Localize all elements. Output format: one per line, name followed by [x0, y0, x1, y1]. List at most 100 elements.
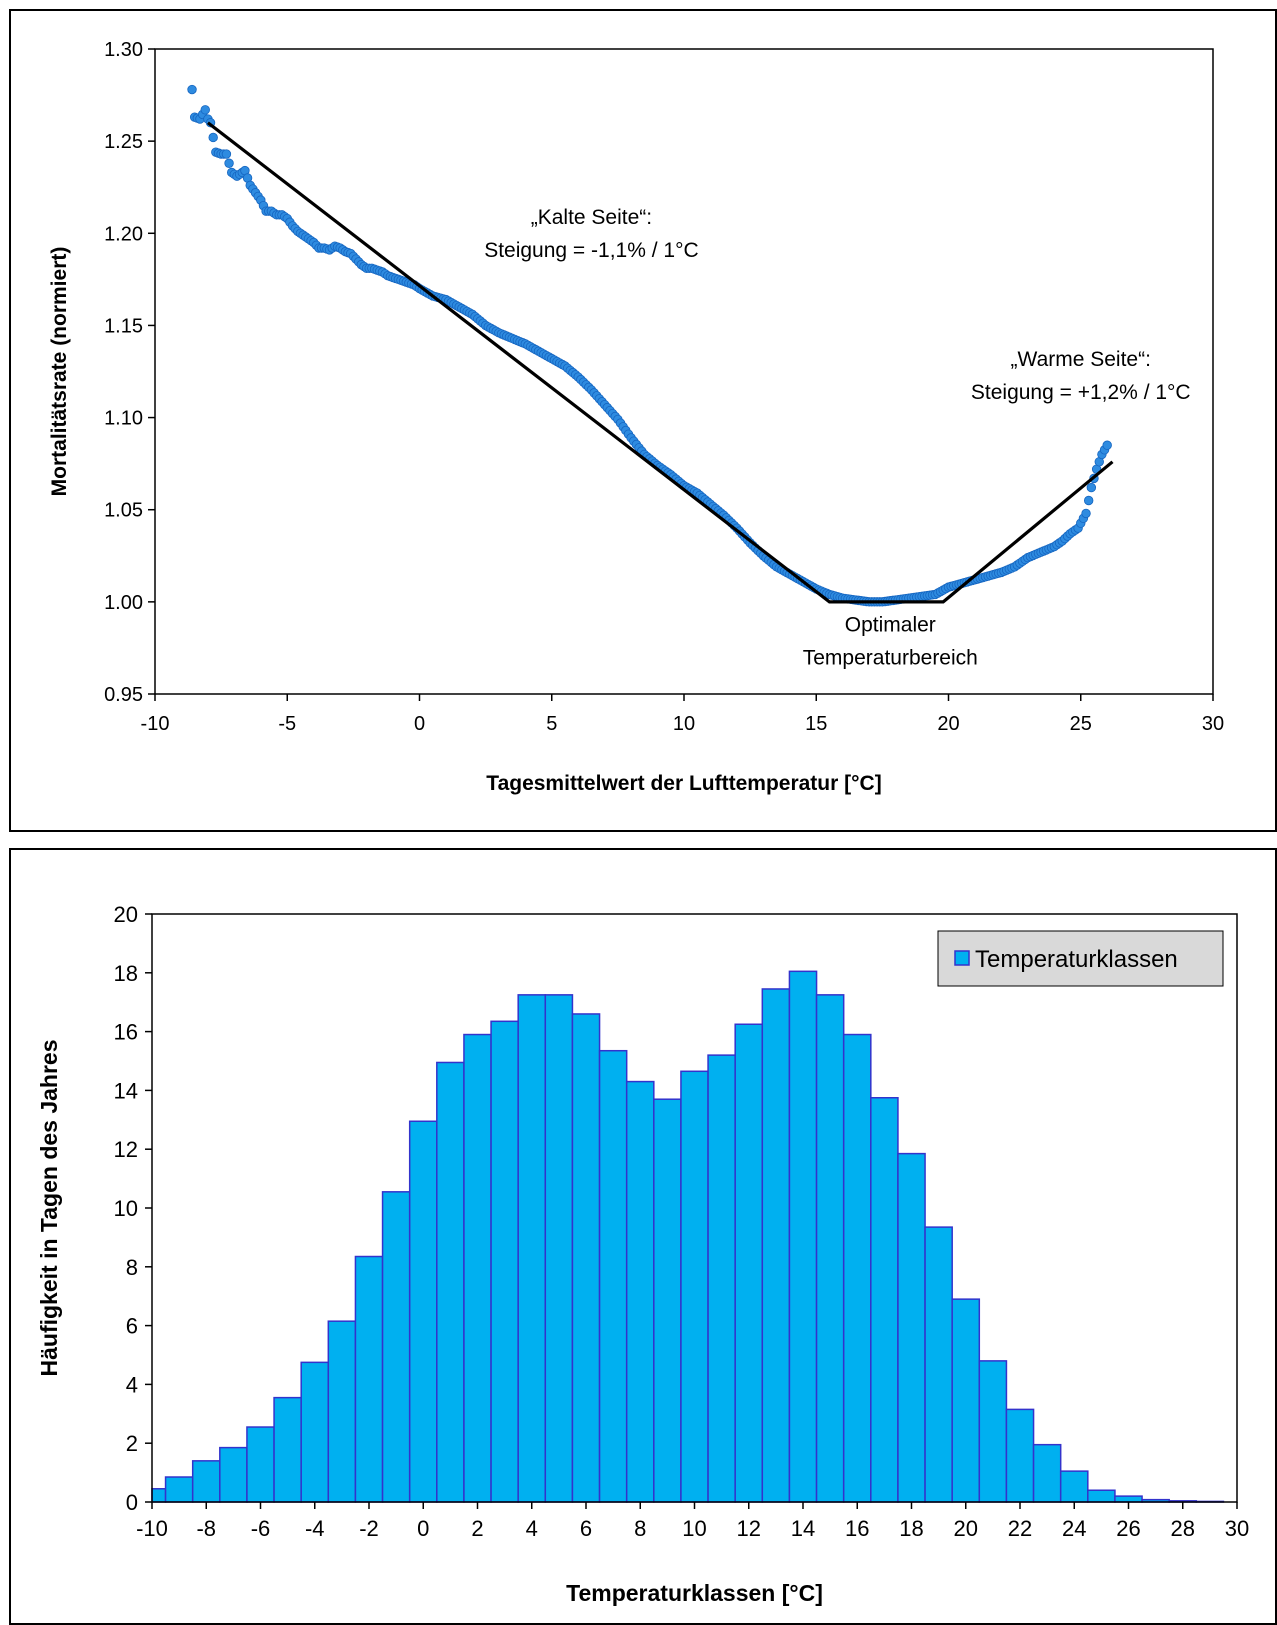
legend-swatch: [954, 950, 970, 966]
y-axis-title: Mortalitätsrate (normiert): [48, 247, 71, 497]
x-tick-label: 30: [1202, 713, 1224, 735]
y-tick-label: 18: [114, 961, 138, 986]
x-tick-label: -2: [359, 1516, 379, 1541]
y-tick-label: 14: [114, 1078, 138, 1103]
x-tick-label: 28: [1171, 1516, 1195, 1541]
y-tick-label: 4: [126, 1372, 138, 1397]
y-tick-label: 1.05: [104, 500, 143, 522]
x-tick-label: 4: [526, 1516, 538, 1541]
x-tick-label: -6: [251, 1516, 271, 1541]
histogram-bar: [1032, 1443, 1062, 1503]
x-tick-label: 2: [471, 1516, 483, 1541]
histogram-bar: [680, 1070, 709, 1503]
y-tick-label: 1.30: [104, 39, 143, 61]
y-axis-title: Häufigkeit in Tagen des Jahres: [36, 1039, 62, 1376]
histogram-bar: [164, 1476, 194, 1503]
histogram-bar: [734, 1023, 764, 1503]
mortality-scatter-chart: 0.95 1.00 1.05 1.10 1.15 1.20 1.25 1.30 -10 -5 0 5 1…: [48, 39, 1224, 795]
histogram-bar: [273, 1396, 302, 1503]
x-tick-label: 20: [954, 1516, 978, 1541]
x-axis-title: Tagesmittelwert der Lufttemperatur [°C]: [486, 772, 881, 795]
annotation-text: Optimaler: [845, 613, 936, 636]
bar-series: [151, 970, 1225, 1503]
y-tick-label: 1.25: [104, 131, 143, 153]
histogram-bar: [381, 1191, 411, 1503]
histogram-bar: [490, 1020, 519, 1503]
annotation-text: Temperaturbereich: [803, 646, 978, 669]
histogram-bar: [191, 1460, 221, 1503]
data-point: [200, 105, 210, 115]
data-point: [1102, 440, 1112, 450]
histogram-bar: [924, 1226, 953, 1503]
y-tick-label: 1.15: [104, 315, 143, 337]
y-tick-label: 2: [126, 1431, 138, 1456]
x-tick-label: -10: [136, 1516, 168, 1541]
histogram-bar: [300, 1361, 330, 1503]
x-tick-label: 0: [414, 713, 425, 735]
data-point: [221, 149, 232, 159]
histogram-bar: [571, 1013, 601, 1503]
histogram-bar: [327, 1320, 357, 1503]
histogram-bar: [653, 1098, 682, 1503]
histogram-bar: [707, 1054, 736, 1503]
mortality-chart-panel: [9, 9, 1277, 832]
y-tick-label: 0.95: [104, 684, 143, 706]
histogram-bar: [1059, 1470, 1089, 1503]
y-tick-label: 6: [126, 1314, 138, 1339]
data-point: [224, 158, 234, 168]
data-point: [187, 84, 197, 95]
annotation-text: Steigung = +1,2% / 1°C: [971, 381, 1191, 404]
data-point: [1086, 482, 1097, 493]
histogram-bar: [897, 1152, 926, 1503]
legend-label: Temperaturklassen: [975, 946, 1178, 973]
histogram-bar: [544, 994, 574, 1503]
histogram-bar: [436, 1061, 465, 1503]
histogram-bar: [246, 1426, 275, 1503]
histogram-bar: [625, 1080, 655, 1503]
y-tick-label: 12: [114, 1137, 138, 1162]
x-tick-label: 10: [673, 713, 695, 735]
y-tick-label: 0: [126, 1490, 138, 1515]
histogram-bar: [408, 1120, 438, 1503]
x-tick-label: 16: [845, 1516, 869, 1541]
y-tick-label: 1.20: [104, 223, 143, 245]
histogram-bar: [598, 1049, 628, 1503]
histogram-bar: [1087, 1489, 1116, 1503]
histogram-bar: [463, 1033, 492, 1503]
histogram-bar: [517, 994, 547, 1503]
x-tick-label: 14: [791, 1516, 815, 1541]
x-tick-label: 6: [580, 1516, 592, 1541]
annotation-text: „Warme Seite“:: [1011, 348, 1151, 371]
x-tick-label: -4: [305, 1516, 325, 1541]
histogram-bar: [1005, 1408, 1035, 1503]
y-tick-label: 1.10: [104, 408, 143, 430]
x-tick-label: 8: [634, 1516, 646, 1541]
x-tick-label: -8: [196, 1516, 216, 1541]
histogram-bar: [1114, 1495, 1143, 1503]
x-tick-label: 18: [899, 1516, 923, 1541]
histogram-bar: [978, 1360, 1008, 1503]
histogram-bar: [219, 1446, 248, 1503]
histogram-bar: [151, 1488, 167, 1503]
x-tick-label: 22: [1008, 1516, 1032, 1541]
data-point: [1081, 508, 1091, 519]
x-tick-label: 5: [546, 713, 557, 735]
histogram-bar: [761, 988, 791, 1503]
annotation-text: „Kalte Seite“:: [531, 206, 652, 229]
x-tick-label: -10: [141, 713, 170, 735]
x-tick-label: 24: [1062, 1516, 1086, 1541]
histogram-bar: [788, 970, 818, 1503]
x-tick-label: -5: [278, 713, 296, 735]
y-tick-label: 1.00: [104, 592, 143, 614]
histogram-bar: [354, 1255, 384, 1503]
x-tick-label: 30: [1225, 1516, 1249, 1541]
x-tick-label: 20: [937, 713, 959, 735]
histogram-bar: [842, 1033, 872, 1503]
x-tick-label: 15: [805, 713, 827, 735]
y-tick-label: 10: [114, 1196, 138, 1221]
x-tick-label: 0: [417, 1516, 429, 1541]
data-point: [208, 132, 218, 143]
data-point: [1083, 495, 1094, 506]
legend-box: [937, 930, 1224, 987]
